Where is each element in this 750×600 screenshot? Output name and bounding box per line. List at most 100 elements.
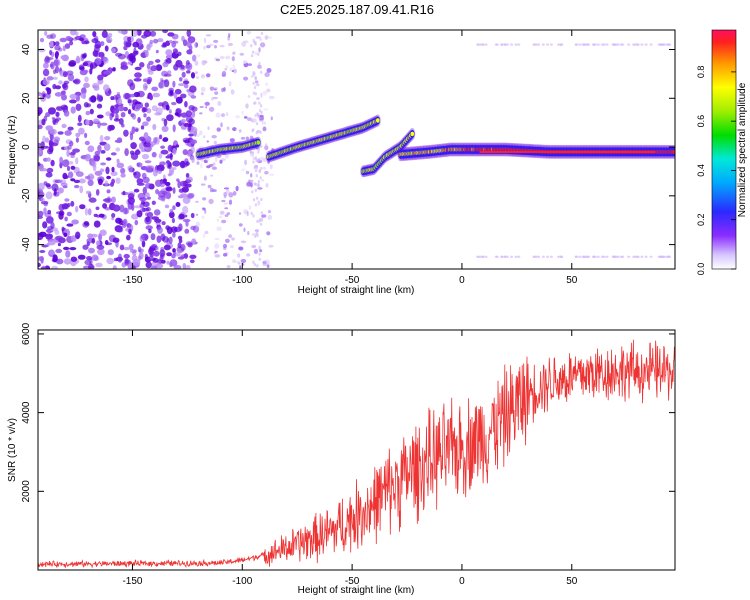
heatmap-cell [44, 57, 51, 64]
heatmap-cell [153, 209, 161, 216]
heatmap-cell [43, 115, 48, 122]
heatmap-cell [182, 205, 189, 214]
heatmap-cell [91, 160, 97, 168]
heatmap-cell [53, 76, 58, 81]
heatmap-cell [46, 76, 54, 81]
heatmap-cell [45, 137, 50, 143]
heatmap-cell [89, 108, 94, 115]
heatmap-cell [43, 145, 50, 149]
heatmap-cell [667, 43, 670, 46]
heatmap-cell [214, 45, 217, 49]
heatmap-cell [143, 30, 152, 37]
heatmap-cell [264, 171, 269, 175]
heatmap-cell [127, 196, 135, 205]
heatmap-cell [204, 209, 207, 214]
heatmap-cell [145, 206, 151, 212]
heatmap-cell [42, 94, 46, 98]
heatmap-cell [242, 60, 247, 64]
heatmap-cell [123, 45, 128, 51]
heatmap-cell [120, 112, 126, 118]
heatmap-cell [75, 132, 81, 138]
heatmap-cell [259, 130, 262, 134]
heatmap-cell [158, 81, 165, 89]
heatmap-cell [46, 87, 52, 95]
heatmap-cell [66, 149, 70, 157]
heatmap-cell [144, 50, 149, 58]
heatmap-cell [130, 142, 137, 150]
heatmap-cell [232, 259, 236, 264]
heatmap-cell [241, 110, 244, 115]
heatmap-cell [162, 42, 167, 47]
heatmap-cell [481, 255, 485, 258]
heatmap-cell [128, 243, 134, 251]
heatmap-cell [69, 93, 78, 100]
heatmap-cell [67, 171, 74, 179]
heatmap-cell [584, 255, 588, 258]
colorbar-gradient [711, 29, 737, 270]
heatmap-cell [142, 83, 148, 91]
heatmap-cell [252, 38, 255, 43]
heatmap-cell [112, 107, 120, 114]
heatmap-cell [83, 40, 90, 45]
heatmap-cell [97, 176, 105, 183]
heatmap-cell [251, 244, 257, 249]
heatmap-cell [55, 235, 64, 241]
spectral-ridge [265, 114, 381, 163]
heatmap-cell [258, 47, 261, 53]
heatmap-cell [171, 101, 177, 106]
heatmap-cell [195, 200, 199, 203]
heatmap-cell [153, 250, 160, 257]
heatmap-cell [118, 118, 124, 125]
heatmap-cell [192, 54, 197, 62]
colorbar-tick-label: 0.4 [696, 164, 706, 177]
snr-y-tick-label: 6000 [21, 322, 32, 345]
heatmap-cell [177, 195, 184, 199]
heatmap-cell [116, 227, 123, 233]
heatmap-cell [186, 70, 191, 74]
heatmap-cell [254, 77, 258, 81]
heatmap-cell [510, 43, 514, 46]
heatmap-cell [57, 242, 62, 247]
heatmap-cell [178, 188, 185, 193]
heatmap-cell [38, 262, 41, 268]
heatmap-cell [100, 41, 105, 47]
heatmap-cell [38, 142, 41, 147]
heatmap-cell [94, 170, 103, 176]
heatmap-cell [245, 103, 249, 109]
heatmap-cell [117, 30, 126, 34]
heatmap-cell [148, 228, 152, 234]
heatmap-cell [158, 102, 164, 107]
heatmap-cell [253, 166, 256, 170]
heatmap-cell [73, 219, 77, 225]
heatmap-cell [649, 255, 653, 258]
heatmap-cell [267, 209, 272, 214]
heatmap-cell [191, 238, 197, 245]
heatmap-cell [202, 135, 206, 139]
heatmap-cell [252, 91, 256, 95]
heatmap-cell [77, 114, 82, 123]
heatmap-cell [256, 219, 259, 223]
heatmap-cell [53, 58, 61, 67]
heatmap-cell [252, 81, 255, 85]
heatmap-cell [58, 203, 65, 211]
heatmap-cell [195, 76, 200, 79]
heatmap-cell [70, 151, 76, 155]
snr-y-axis-label: SNR (10 * v/v) [7, 418, 18, 482]
heatmap-cell [173, 265, 182, 269]
heatmap-cell [169, 259, 178, 267]
heatmap-cell [185, 110, 193, 117]
heatmap-cell [155, 189, 160, 195]
heatmap-cell [42, 68, 50, 77]
heatmap-cell [46, 34, 54, 39]
heatmap-cell [201, 215, 205, 219]
heatmap-cell [517, 255, 521, 258]
heatmap-cell [224, 207, 229, 210]
spectrogram-y-tick-label: 20 [21, 92, 32, 104]
heatmap-cell [89, 174, 95, 180]
heatmap-cell [574, 43, 578, 46]
heatmap-cell [240, 240, 247, 244]
heatmap-cell [180, 93, 187, 99]
heatmap-cell [60, 104, 68, 110]
heatmap-cell [244, 159, 248, 166]
heatmap-cell [514, 255, 518, 258]
